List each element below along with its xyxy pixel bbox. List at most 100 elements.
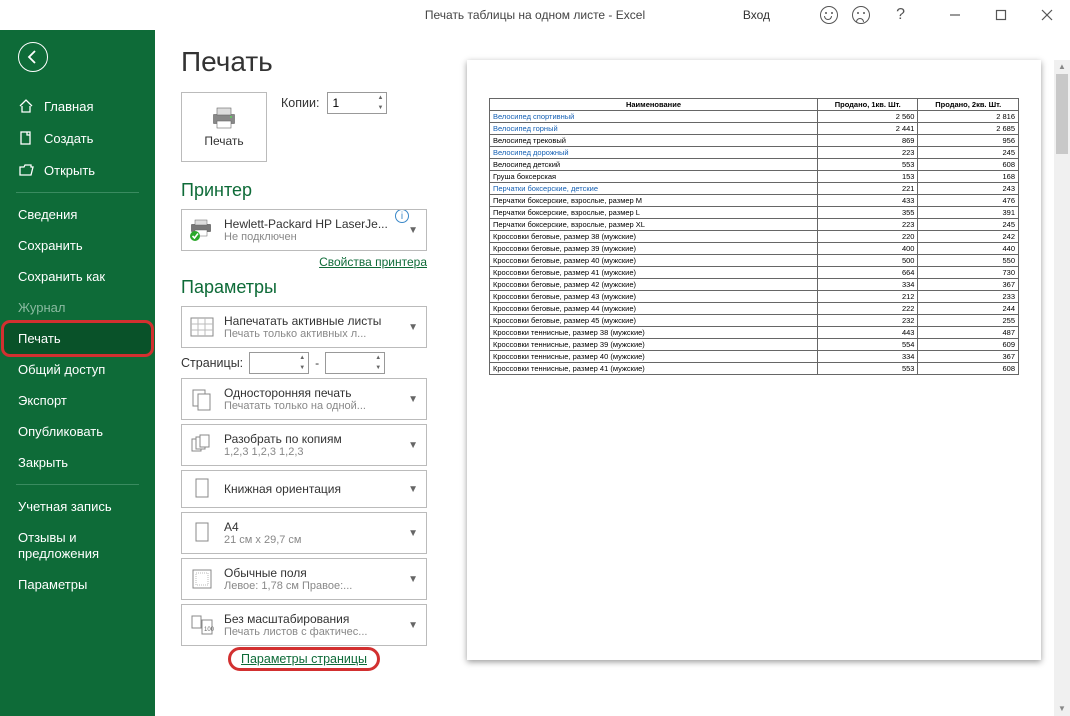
frown-icon[interactable] <box>852 6 870 24</box>
svg-text:100: 100 <box>204 627 215 633</box>
spin-up-icon[interactable]: ▲ <box>372 353 384 363</box>
scroll-up-icon[interactable]: ▲ <box>1054 60 1070 74</box>
spin-up-icon[interactable]: ▲ <box>374 93 386 103</box>
printer-properties-link[interactable]: Свойства принтера <box>181 255 427 269</box>
sidebar-item-feedback[interactable]: Отзывы и предложения <box>0 522 155 569</box>
sidebar-label: Сведения <box>18 207 77 222</box>
sidebar-label: Экспорт <box>18 393 67 408</box>
sidebar-item-options[interactable]: Параметры <box>0 569 155 600</box>
table-header: Продано, 1кв. Шт. <box>817 99 918 111</box>
scaling-icon: 100 <box>188 611 216 639</box>
spin-down-icon[interactable]: ▼ <box>372 363 384 373</box>
spin-down-icon[interactable]: ▼ <box>374 103 386 113</box>
spin-up-icon[interactable]: ▲ <box>296 353 308 363</box>
print-what-selector[interactable]: Напечатать активные листы Печать только … <box>181 306 427 348</box>
page-setup-link[interactable]: Параметры страницы <box>231 650 377 668</box>
opt-line1: A4 <box>224 520 398 534</box>
preview-table: НаименованиеПродано, 1кв. Шт.Продано, 2к… <box>489 98 1019 375</box>
sidebar-item-info[interactable]: Сведения <box>0 199 155 230</box>
collate-selector[interactable]: Разобрать по копиям 1,2,3 1,2,3 1,2,3 ▼ <box>181 424 427 466</box>
opt-line2: Печатать только на одной... <box>224 400 398 412</box>
sidebar-item-account[interactable]: Учетная запись <box>0 491 155 522</box>
maximize-button[interactable] <box>978 0 1024 30</box>
close-button[interactable] <box>1024 0 1070 30</box>
printer-status-icon <box>188 216 216 244</box>
pages-from-input[interactable] <box>250 353 296 373</box>
print-button-label: Печать <box>204 134 243 148</box>
table-row: Кроссовки беговые, размер 43 (мужские)21… <box>490 291 1019 303</box>
sidebar-label: Учетная запись <box>18 499 112 514</box>
portrait-icon <box>188 475 216 503</box>
sidebar-item-close[interactable]: Закрыть <box>0 447 155 478</box>
print-button[interactable]: Печать <box>181 92 267 162</box>
pages-from-spinbox[interactable]: ▲▼ <box>249 352 309 374</box>
sidebar-item-publish[interactable]: Опубликовать <box>0 416 155 447</box>
params-heading: Параметры <box>181 277 427 298</box>
back-button[interactable] <box>18 42 48 72</box>
folder-open-icon <box>18 162 34 178</box>
table-row: Велосипед детский553608 <box>490 159 1019 171</box>
sidebar-label: Открыть <box>44 163 95 178</box>
collate-icon <box>188 431 216 459</box>
sidebar-item-share[interactable]: Общий доступ <box>0 354 155 385</box>
paper-selector[interactable]: A4 21 см x 29,7 см ▼ <box>181 512 427 554</box>
opt-line1: Обычные поля <box>224 566 398 580</box>
spin-down-icon[interactable]: ▼ <box>296 363 308 373</box>
sidebar-label: Журнал <box>18 300 65 315</box>
pages-to-input[interactable] <box>326 353 372 373</box>
sidebar-label: Закрыть <box>18 455 68 470</box>
scroll-thumb[interactable] <box>1056 74 1068 154</box>
sidebar-item-history[interactable]: Журнал <box>0 292 155 323</box>
sidebar-label: Отзывы и предложения <box>18 530 137 561</box>
separator <box>16 484 139 485</box>
sidebar-item-save[interactable]: Сохранить <box>0 230 155 261</box>
sidebar-item-print[interactable]: Печать <box>4 323 151 354</box>
orientation-selector[interactable]: Книжная ориентация ▼ <box>181 470 427 508</box>
table-row: Перчатки боксерские, взрослые, размер M4… <box>490 195 1019 207</box>
table-row: Кроссовки беговые, размер 39 (мужские)40… <box>490 243 1019 255</box>
table-row: Велосипед горный2 4412 685 <box>490 123 1019 135</box>
printer-status: Не подключен <box>224 231 398 243</box>
opt-line1: Односторонняя печать <box>224 386 398 400</box>
sidebar-item-home[interactable]: Главная <box>0 90 155 122</box>
chevron-down-icon: ▼ <box>406 574 420 585</box>
smile-icon[interactable] <box>820 6 838 24</box>
table-row: Велосипед спортивный2 5602 816 <box>490 111 1019 123</box>
sided-selector[interactable]: Односторонняя печать Печатать только на … <box>181 378 427 420</box>
table-row: Кроссовки теннисные, размер 41 (мужские)… <box>490 363 1019 375</box>
table-row: Кроссовки беговые, размер 41 (мужские)66… <box>490 267 1019 279</box>
table-row: Перчатки боксерские, взрослые, размер L3… <box>490 207 1019 219</box>
page-heading: Печать <box>181 46 427 78</box>
chevron-down-icon: ▼ <box>406 620 420 631</box>
opt-line1: Напечатать активные листы <box>224 314 398 328</box>
table-row: Кроссовки беговые, размер 45 (мужские)23… <box>490 315 1019 327</box>
opt-line1: Разобрать по копиям <box>224 432 398 446</box>
sidebar-item-new[interactable]: Создать <box>0 122 155 154</box>
sidebar-label: Сохранить <box>18 238 83 253</box>
sidebar-item-export[interactable]: Экспорт <box>0 385 155 416</box>
preview-page: НаименованиеПродано, 1кв. Шт.Продано, 2к… <box>467 60 1041 660</box>
title-bar: Печать таблицы на одном листе - Excel Вх… <box>0 0 1070 30</box>
window-title: Печать таблицы на одном листе - Excel <box>425 8 645 22</box>
opt-line1: Книжная ориентация <box>224 482 398 496</box>
printer-selector[interactable]: Hewlett-Packard HP LaserJe... Не подключ… <box>181 209 427 251</box>
sidebar-item-open[interactable]: Открыть <box>0 154 155 186</box>
sidebar-label: Параметры <box>18 577 87 592</box>
copies-input[interactable] <box>328 93 374 113</box>
vertical-scrollbar[interactable]: ▲ ▼ <box>1054 60 1070 716</box>
copies-spinbox[interactable]: ▲▼ <box>327 92 387 114</box>
scaling-selector[interactable]: 100 Без масштабирования Печать листов с … <box>181 604 427 646</box>
minimize-button[interactable] <box>932 0 978 30</box>
opt-line2: Левое: 1,78 см Правое:... <box>224 580 398 592</box>
range-separator: - <box>315 356 319 370</box>
sidebar-item-saveas[interactable]: Сохранить как <box>0 261 155 292</box>
pages-to-spinbox[interactable]: ▲▼ <box>325 352 385 374</box>
help-icon[interactable]: ? <box>896 6 905 24</box>
login-link[interactable]: Вход <box>743 8 770 22</box>
chevron-down-icon: ▼ <box>406 440 420 451</box>
table-row: Кроссовки теннисные, размер 39 (мужские)… <box>490 339 1019 351</box>
printer-heading: Принтер <box>181 180 427 201</box>
scroll-down-icon[interactable]: ▼ <box>1054 702 1070 716</box>
table-row: Кроссовки беговые, размер 42 (мужские)33… <box>490 279 1019 291</box>
margins-selector[interactable]: Обычные поля Левое: 1,78 см Правое:... ▼ <box>181 558 427 600</box>
